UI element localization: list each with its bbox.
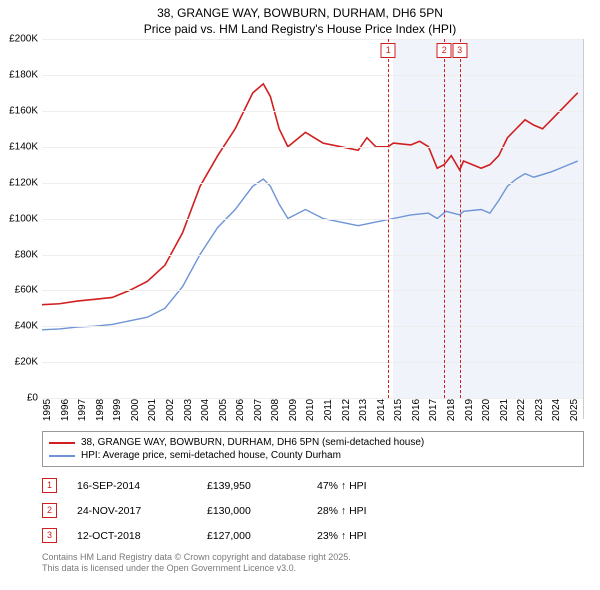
y-tick-label: £140K	[9, 141, 42, 152]
event-marker-box: 1	[381, 43, 396, 58]
x-tick-label: 1996	[60, 399, 71, 421]
event-date: 12-OCT-2018	[77, 530, 187, 542]
event-marker-box: 3	[452, 43, 467, 58]
x-tick-label: 2022	[516, 399, 527, 421]
x-tick-label: 1999	[112, 399, 123, 421]
x-tick-label: 2015	[393, 399, 404, 421]
event-number-box: 2	[42, 503, 57, 518]
x-tick-label: 2006	[235, 399, 246, 421]
x-axis: 1995 1996 1997 1998 1999 2000 2001 2002 2003 2004…	[42, 399, 583, 419]
legend-label: 38, GRANGE WAY, BOWBURN, DURHAM, DH6 5PN…	[81, 437, 424, 448]
event-pct: 23% ↑ HPI	[317, 530, 427, 542]
plot-region: £0£20K£40K£60K£80K£100K£120K£140K£160K£1…	[42, 39, 583, 399]
x-tick-label: 2016	[411, 399, 422, 421]
title-line-1: 38, GRANGE WAY, BOWBURN, DURHAM, DH6 5PN	[0, 6, 600, 22]
x-tick-label: 2014	[376, 399, 387, 421]
y-tick-label: £60K	[15, 285, 42, 296]
event-marker-line	[444, 39, 445, 398]
attribution-line: This data is licensed under the Open Gov…	[42, 563, 584, 574]
x-tick-label: 1995	[42, 399, 53, 421]
event-number-box: 3	[42, 528, 57, 543]
x-tick-label: 2004	[200, 399, 211, 421]
legend-item: 38, GRANGE WAY, BOWBURN, DURHAM, DH6 5PN…	[49, 436, 577, 449]
x-tick-label: 2012	[341, 399, 352, 421]
event-price: £127,000	[207, 530, 297, 542]
grid-line	[42, 326, 583, 327]
x-tick-label: 2018	[446, 399, 457, 421]
legend: 38, GRANGE WAY, BOWBURN, DURHAM, DH6 5PN…	[42, 431, 584, 467]
event-date: 16-SEP-2014	[77, 480, 187, 492]
grid-line	[42, 183, 583, 184]
x-tick-label: 2011	[323, 399, 334, 421]
y-tick-label: £200K	[9, 34, 42, 45]
x-tick-label: 2001	[147, 399, 158, 421]
grid-line	[42, 75, 583, 76]
y-tick-label: £40K	[15, 321, 42, 332]
x-tick-label: 2000	[130, 399, 141, 421]
x-tick-label: 2005	[218, 399, 229, 421]
y-tick-label: £0	[27, 393, 42, 404]
attribution: Contains HM Land Registry data © Crown c…	[42, 552, 584, 575]
legend-swatch	[49, 442, 75, 444]
legend-label: HPI: Average price, semi-detached house,…	[81, 450, 341, 461]
attribution-line: Contains HM Land Registry data © Crown c…	[42, 552, 584, 563]
x-tick-label: 2008	[270, 399, 281, 421]
legend-item: HPI: Average price, semi-detached house,…	[49, 449, 577, 462]
x-tick-label: 2025	[569, 399, 580, 421]
event-marker-box: 2	[437, 43, 452, 58]
event-number-box: 1	[42, 478, 57, 493]
chart-area: £0£20K£40K£60K£80K£100K£120K£140K£160K£1…	[42, 39, 584, 419]
grid-line	[42, 111, 583, 112]
grid-line	[42, 290, 583, 291]
x-tick-label: 2003	[183, 399, 194, 421]
event-price: £130,000	[207, 505, 297, 517]
grid-line	[42, 147, 583, 148]
x-tick-label: 2013	[358, 399, 369, 421]
event-row: 3 12-OCT-2018 £127,000 23% ↑ HPI	[42, 523, 584, 548]
x-tick-label: 2017	[428, 399, 439, 421]
x-tick-label: 2023	[534, 399, 545, 421]
x-tick-label: 2002	[165, 399, 176, 421]
series-line	[42, 161, 578, 330]
event-pct: 28% ↑ HPI	[317, 505, 427, 517]
x-tick-label: 2007	[253, 399, 264, 421]
grid-line	[42, 362, 583, 363]
x-tick-label: 2009	[288, 399, 299, 421]
x-tick-label: 1997	[77, 399, 88, 421]
grid-line	[42, 255, 583, 256]
grid-line	[42, 219, 583, 220]
y-tick-label: £160K	[9, 105, 42, 116]
x-tick-label: 2010	[305, 399, 316, 421]
legend-swatch	[49, 455, 75, 457]
y-tick-label: £100K	[9, 213, 42, 224]
series-line	[42, 84, 578, 305]
x-tick-label: 2024	[551, 399, 562, 421]
x-tick-label: 1998	[95, 399, 106, 421]
y-tick-label: £180K	[9, 70, 42, 81]
title-line-2: Price paid vs. HM Land Registry's House …	[0, 22, 600, 38]
chart-title: 38, GRANGE WAY, BOWBURN, DURHAM, DH6 5PN…	[0, 0, 600, 39]
y-tick-label: £80K	[15, 249, 42, 260]
x-tick-label: 2020	[481, 399, 492, 421]
y-tick-label: £120K	[9, 177, 42, 188]
events-table: 1 16-SEP-2014 £139,950 47% ↑ HPI 2 24-NOV-201…	[42, 473, 584, 548]
x-tick-label: 2021	[499, 399, 510, 421]
grid-line	[42, 39, 583, 40]
x-tick-label: 2019	[464, 399, 475, 421]
event-price: £139,950	[207, 480, 297, 492]
event-date: 24-NOV-2017	[77, 505, 187, 517]
event-pct: 47% ↑ HPI	[317, 480, 427, 492]
event-marker-line	[388, 39, 389, 398]
event-row: 2 24-NOV-2017 £130,000 28% ↑ HPI	[42, 498, 584, 523]
event-row: 1 16-SEP-2014 £139,950 47% ↑ HPI	[42, 473, 584, 498]
y-tick-label: £20K	[15, 357, 42, 368]
event-marker-line	[460, 39, 461, 398]
